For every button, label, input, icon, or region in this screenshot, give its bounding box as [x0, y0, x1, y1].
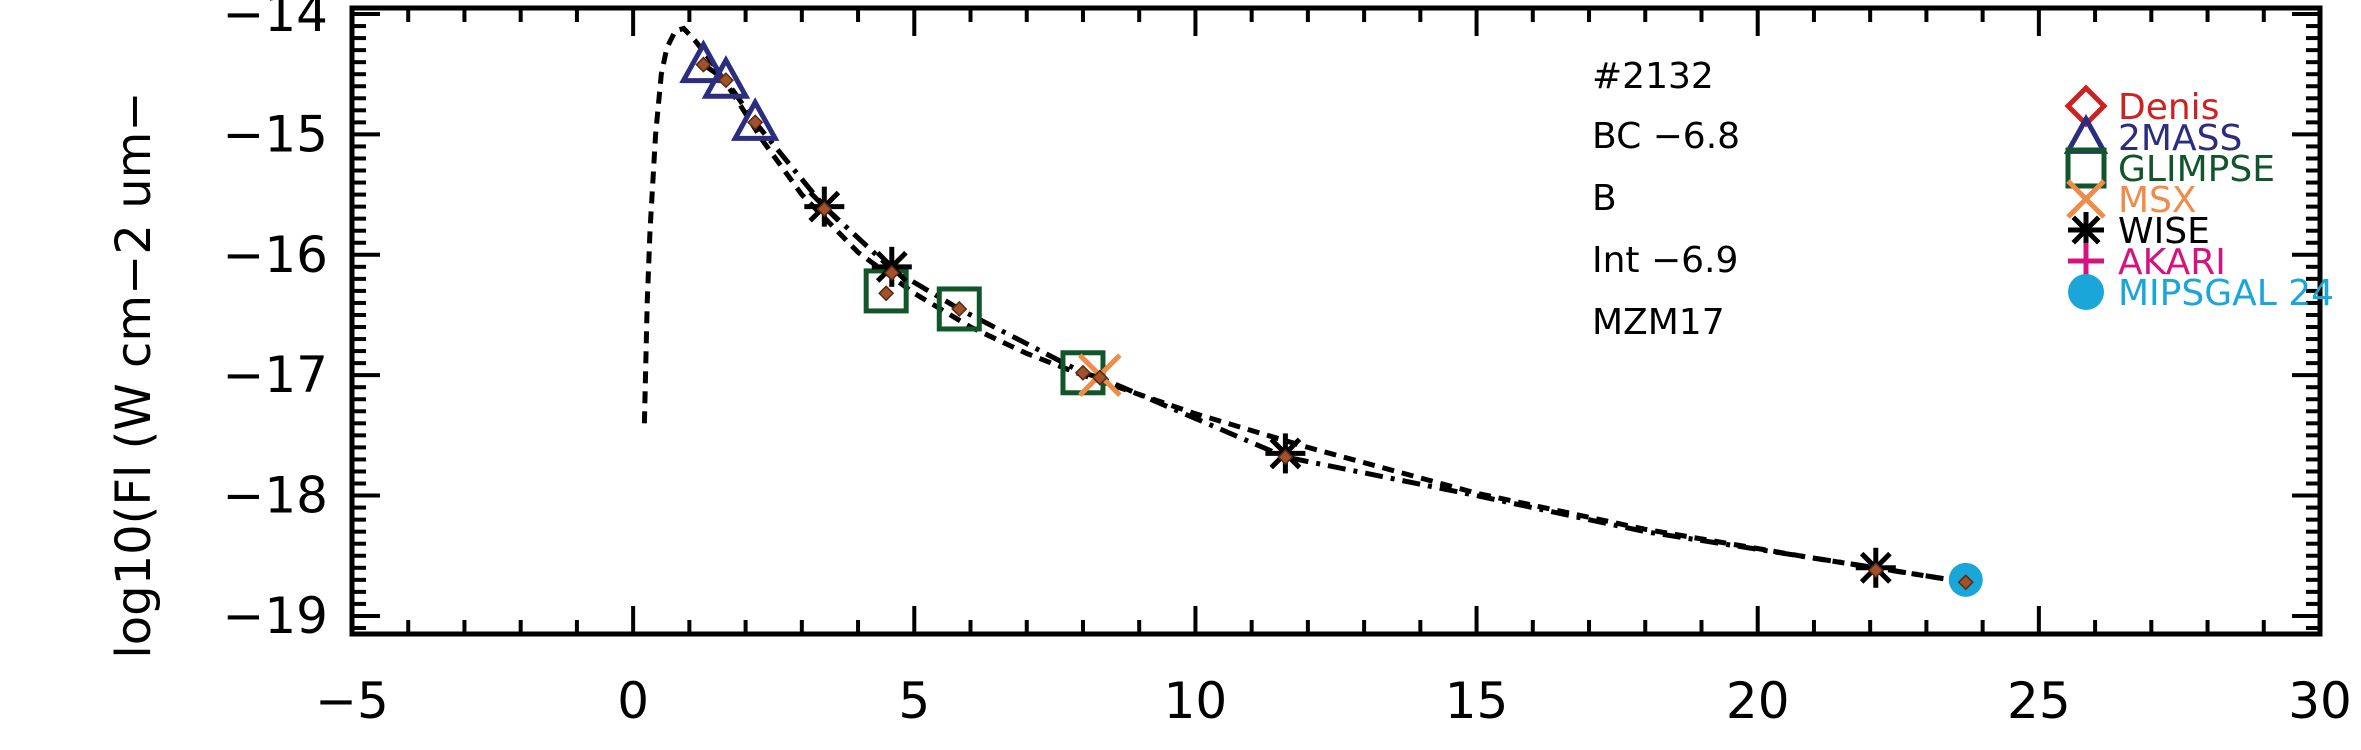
model-curve-dashed [641, 25, 1967, 585]
circle-icon [2068, 274, 2104, 310]
legend-label: GLIMPSE [2118, 149, 2275, 190]
x-tick-label: 10 [1164, 672, 1228, 730]
x-tick-label: 0 [617, 672, 649, 730]
marker-model [1957, 574, 1974, 591]
triangle-icon [2063, 113, 2109, 154]
x-tick-label: 25 [2007, 672, 2071, 730]
legend-label: AKARI [2118, 242, 2226, 283]
legend-entry: Denis [2064, 84, 2219, 128]
annotation-line: B [1592, 178, 1617, 219]
asterisk-icon [2068, 212, 2104, 248]
y-tick-label: −19 [222, 587, 328, 645]
data-markers [679, 39, 1983, 597]
marker-model [1867, 562, 1884, 579]
y-tick-label: −15 [222, 105, 328, 163]
marker-model [1277, 448, 1294, 466]
square-icon [2065, 147, 2107, 189]
marker-model [878, 285, 895, 302]
marker-model [951, 300, 968, 318]
legend-label: Denis [2118, 87, 2219, 128]
legend-label: MIPSGAL 24 [2118, 273, 2334, 314]
legend-entry: 2MASS [2063, 113, 2242, 159]
y-tick-label: −16 [222, 226, 328, 284]
marker-model [695, 56, 712, 73]
model-curves [641, 25, 1967, 585]
y-axis-title: log10(Fl (W cm−2 um− [106, 91, 162, 658]
x-tick-label: 20 [1726, 672, 1790, 730]
legend-entry: MIPSGAL 24 [2068, 273, 2334, 314]
marker-2mass [701, 55, 751, 99]
marker-glimpse [936, 286, 982, 332]
marker-model [1074, 364, 1092, 381]
x-tick-label: 15 [1445, 672, 1509, 730]
marker-model [717, 72, 734, 89]
marker-model [883, 264, 900, 281]
annotation-line: Int −6.9 [1592, 240, 1738, 281]
y-tick-label: −18 [222, 467, 328, 525]
plot-frame [349, 5, 2323, 637]
marker-model [747, 114, 764, 131]
marker-2mass [730, 97, 780, 141]
x-icon [2066, 179, 2106, 219]
legend-entry: AKARI [2068, 242, 2226, 283]
x-tick-label: −5 [315, 672, 389, 730]
y-tick-label: −17 [222, 346, 328, 404]
y-tick-label: −14 [222, 0, 328, 43]
annotation-line: BC −6.8 [1592, 116, 1740, 157]
plus-icon [2068, 243, 2104, 279]
x-tick-label: 30 [2288, 672, 2352, 730]
legend-entry: MSX [2066, 179, 2197, 221]
legend-label: MSX [2118, 180, 2197, 221]
annotation-line: #2132 [1592, 56, 1714, 97]
legend-label: 2MASS [2118, 118, 2242, 159]
tick-labels: −5 0 5 10 15 20 25 30 −19 −18 −17 −16 −15 −14 [222, 0, 2351, 730]
marker-model [816, 200, 833, 218]
marker-2mass [679, 39, 728, 84]
x-tick-label: 5 [898, 672, 930, 730]
annotations: #2132 BC −6.8 B Int −6.9 MZM17 [1592, 56, 1740, 343]
axes-frame [349, 5, 2323, 637]
legend-entry: WISE [2068, 211, 2210, 252]
annotation-line: MZM17 [1592, 302, 1725, 343]
marker-model [1091, 369, 1108, 386]
model-curve-dashdot [701, 62, 1967, 585]
legend-entry: GLIMPSE [2065, 147, 2275, 190]
legend-label: WISE [2118, 211, 2210, 252]
